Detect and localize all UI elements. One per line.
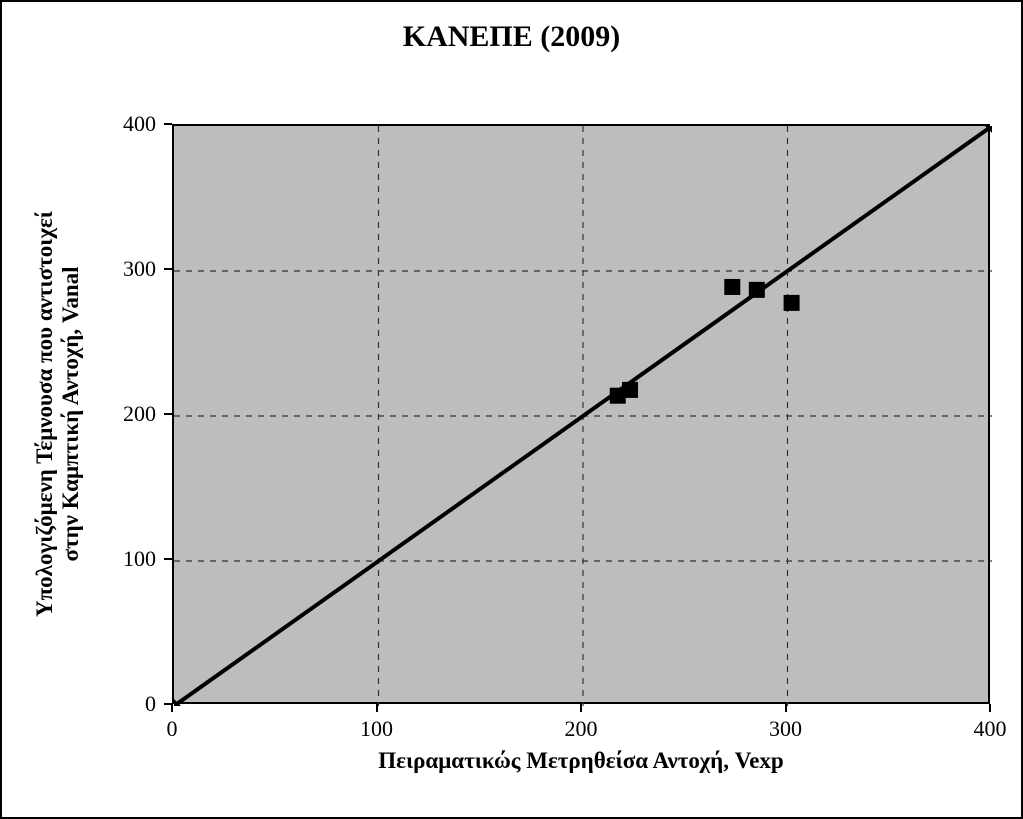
y-tick-label: 0: [104, 691, 156, 717]
x-tick-label: 100: [360, 716, 393, 742]
x-tick-label: 300: [769, 716, 802, 742]
y-tick: [164, 268, 172, 270]
y-tick-label: 200: [104, 401, 156, 427]
plot-svg: [174, 126, 992, 706]
y-tick: [164, 558, 172, 560]
chart-title: ΚΑΝΕΠΕ (2009): [2, 20, 1021, 54]
scatter-point: [622, 382, 638, 398]
x-tick: [785, 704, 787, 712]
x-tick: [989, 704, 991, 712]
y-tick: [164, 123, 172, 125]
y-tick-label: 300: [104, 256, 156, 282]
y-tick-label: 100: [104, 546, 156, 572]
scatter-point: [749, 282, 765, 298]
x-tick-label: 400: [974, 716, 1007, 742]
x-tick: [580, 704, 582, 712]
scatter-point: [784, 295, 800, 311]
x-tick-label: 200: [565, 716, 598, 742]
y-tick-label: 400: [104, 111, 156, 137]
plot-area: [172, 124, 990, 704]
scatter-point: [724, 279, 740, 295]
x-tick: [376, 704, 378, 712]
y-axis-title: Υπολογιζόμενη Τέμνουσα που αντιστοιχεί σ…: [32, 124, 85, 704]
chart-outer-frame: ΚΑΝΕΠΕ (2009) 0 100 200 300 400 0 100 200 300 40…: [0, 0, 1023, 819]
x-axis-title: Πειραματικώς Μετρηθείσα Αντοχή, Vexp: [172, 748, 990, 774]
y-tick: [164, 413, 172, 415]
y-tick: [164, 703, 172, 705]
x-tick-label: 0: [167, 716, 178, 742]
x-tick: [171, 704, 173, 712]
